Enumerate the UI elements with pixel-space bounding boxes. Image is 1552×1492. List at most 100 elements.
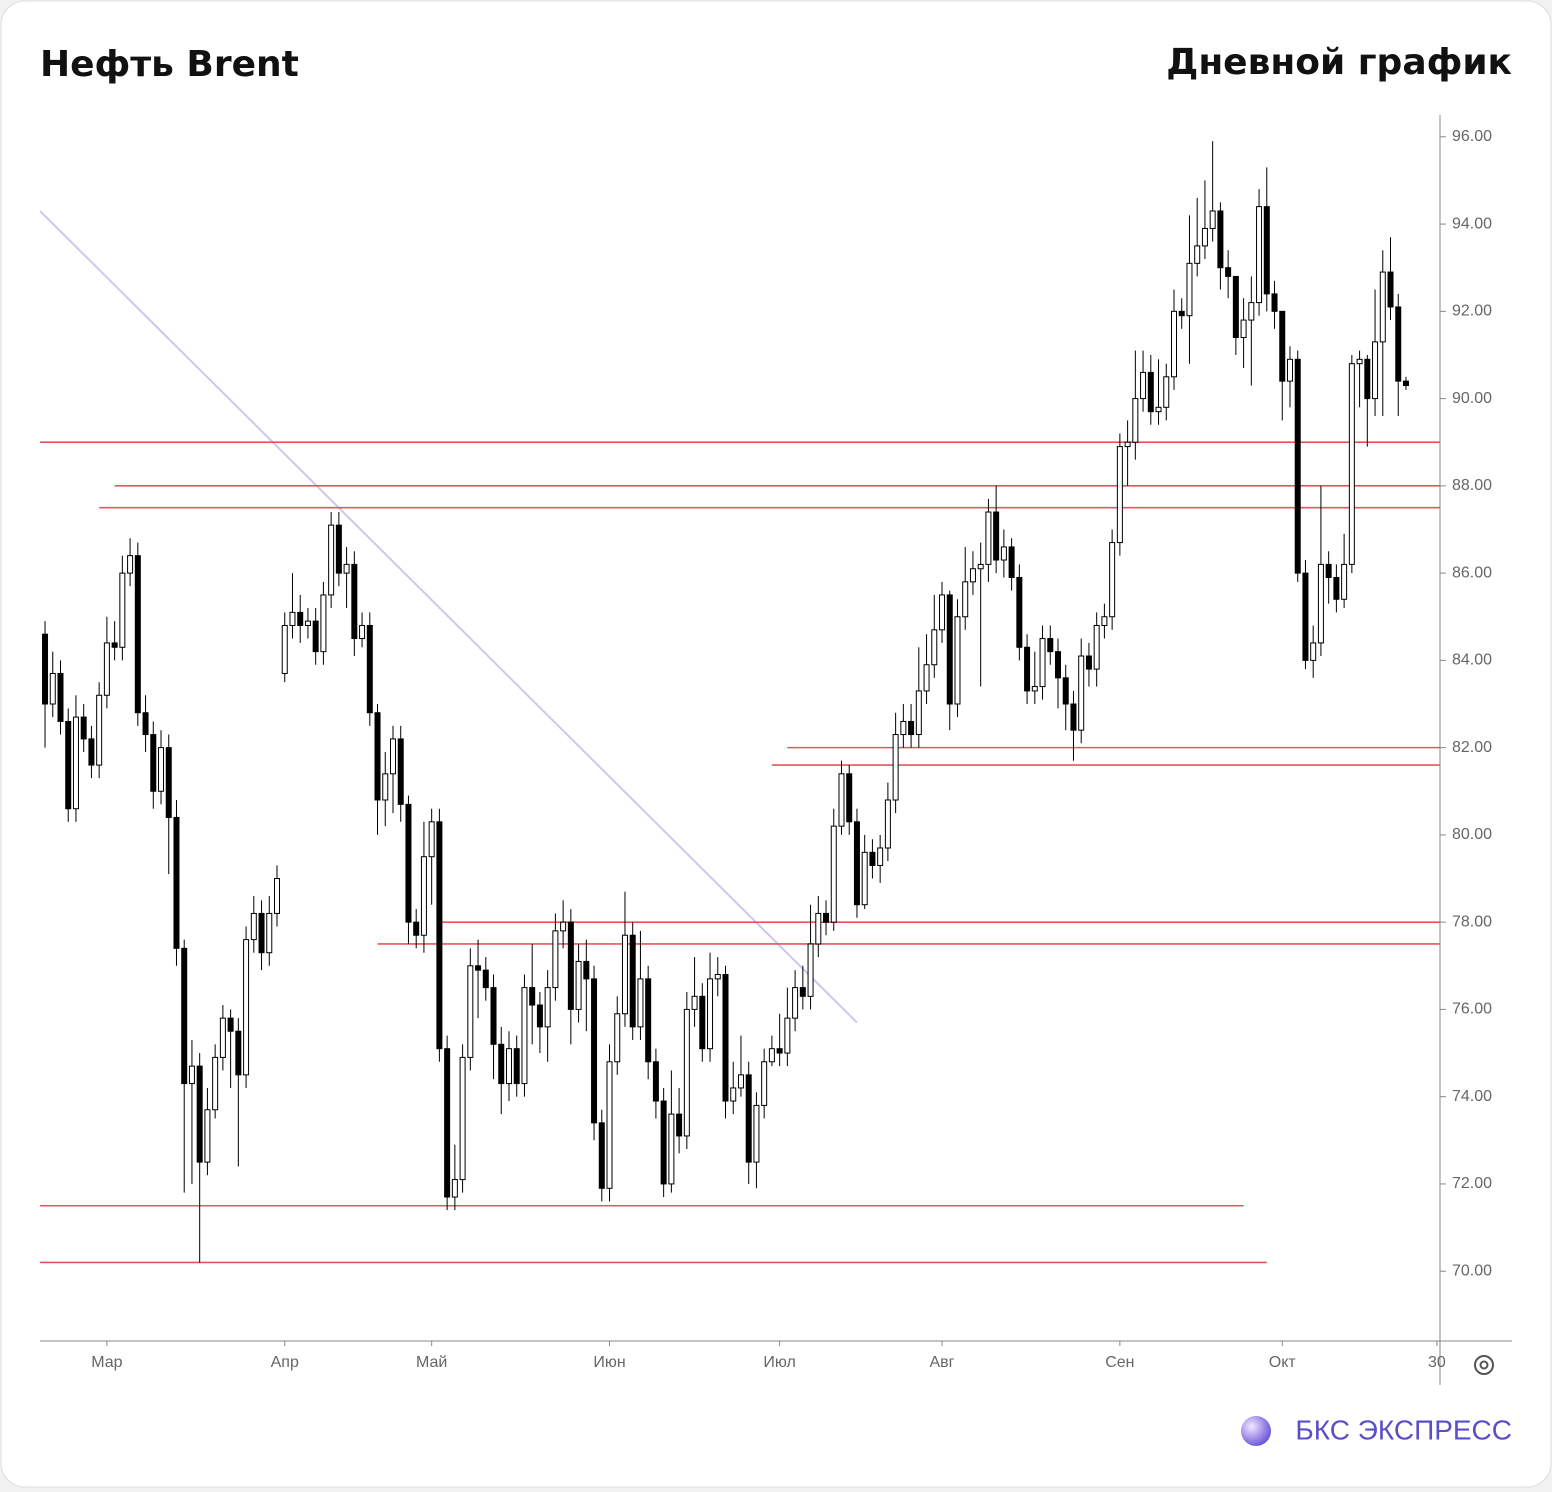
candle-body <box>158 747 165 792</box>
y-tick-label: 82.00 <box>1452 739 1492 756</box>
candle-body <box>567 921 574 1010</box>
candle-body <box>521 987 528 1085</box>
candle-body <box>544 987 551 1028</box>
candle-body <box>297 611 304 626</box>
trend-line <box>40 210 858 1024</box>
candle-body <box>1356 358 1363 365</box>
candle-body <box>475 965 482 971</box>
candle-body <box>498 1043 505 1085</box>
candle-body <box>397 738 404 805</box>
candle-body <box>366 624 373 714</box>
candle-body <box>1124 441 1131 448</box>
y-tick-label: 92.00 <box>1452 303 1492 320</box>
candle-body <box>328 524 335 596</box>
chart-title: Нефть Brent <box>40 44 299 85</box>
x-tick-label: Июн <box>593 1354 625 1371</box>
candle-body <box>1101 616 1108 626</box>
candle-body <box>784 1017 791 1054</box>
candle-body <box>939 594 946 631</box>
y-tick-label: 96.00 <box>1452 128 1492 145</box>
candle-body <box>1387 271 1394 308</box>
candle-body <box>258 912 265 954</box>
candle-body <box>274 878 281 914</box>
candle-body <box>1232 275 1239 339</box>
y-tick-label: 88.00 <box>1452 477 1492 494</box>
x-tick-label: Окт <box>1269 1354 1297 1371</box>
candle-body <box>768 1048 775 1063</box>
candle-body <box>181 947 188 1085</box>
candle-body <box>954 616 961 705</box>
candle-body <box>459 1056 466 1181</box>
candle-body <box>250 912 257 941</box>
candle-body <box>962 581 969 618</box>
candle-body <box>1085 655 1092 670</box>
candle-body <box>451 1179 458 1198</box>
candle-body <box>1201 227 1208 247</box>
candle-body <box>830 825 837 923</box>
candle-body <box>985 511 992 565</box>
candle-body <box>343 563 350 574</box>
candle-body <box>42 633 49 705</box>
x-tick-label: 30 <box>1428 1354 1446 1371</box>
candle-body <box>536 1004 543 1028</box>
candle-body <box>420 856 427 936</box>
candle-body <box>583 960 590 980</box>
candle-body <box>173 816 180 949</box>
candle-body <box>312 620 319 653</box>
y-tick-label: 70.00 <box>1452 1262 1492 1279</box>
candle-body <box>946 594 953 705</box>
candle-body <box>281 624 288 674</box>
candle-body <box>80 716 87 740</box>
candle-body <box>227 1017 234 1032</box>
candle-body <box>65 720 72 810</box>
candle-body <box>1163 376 1170 408</box>
candle-body <box>614 1013 621 1063</box>
candle-body <box>1395 306 1402 382</box>
candle-body <box>807 943 814 997</box>
candle-body <box>196 1065 203 1163</box>
candle-body <box>57 672 64 722</box>
candle-body <box>444 1048 451 1198</box>
candle-body <box>1364 358 1371 400</box>
candle-body <box>776 1048 783 1054</box>
candle-body <box>652 1061 659 1102</box>
candle-body <box>482 969 489 989</box>
candle-body <box>660 1100 667 1185</box>
candle-body <box>575 960 582 1010</box>
y-tick-label: 94.00 <box>1452 215 1492 232</box>
candle-body <box>96 694 103 766</box>
candle-body <box>1279 310 1286 382</box>
candle-body <box>134 555 141 714</box>
candle-body <box>1178 310 1185 317</box>
candle-body <box>1055 651 1062 679</box>
candle-body <box>1109 542 1116 618</box>
candle-body <box>1016 576 1023 648</box>
candle-body <box>165 747 172 818</box>
y-tick-label: 72.00 <box>1452 1175 1492 1192</box>
candle-body <box>560 921 567 932</box>
candle-body <box>513 1048 520 1085</box>
candle-body <box>799 987 806 997</box>
candle-body <box>884 799 891 849</box>
candle-body <box>823 912 830 923</box>
candle-body <box>691 995 698 1010</box>
candle-body <box>1047 638 1054 653</box>
candle-body <box>266 912 273 954</box>
candle-body <box>359 624 366 640</box>
candle-body <box>1372 341 1379 400</box>
candle-body <box>1341 563 1348 600</box>
candle-body <box>436 821 443 1050</box>
candle-body <box>737 1074 744 1089</box>
chart-subtitle: Дневной график <box>1166 42 1512 83</box>
candle-body <box>1031 686 1038 692</box>
candle-body <box>204 1109 211 1163</box>
candle-body <box>467 965 474 1058</box>
settings-icon[interactable] <box>1474 1355 1494 1375</box>
candle-body <box>908 720 915 736</box>
candle-body <box>320 594 327 653</box>
candle-body <box>1263 206 1270 295</box>
candle-body <box>1024 646 1031 692</box>
candle-body <box>389 738 396 775</box>
candle-body <box>552 930 559 989</box>
candle-body <box>150 734 157 792</box>
